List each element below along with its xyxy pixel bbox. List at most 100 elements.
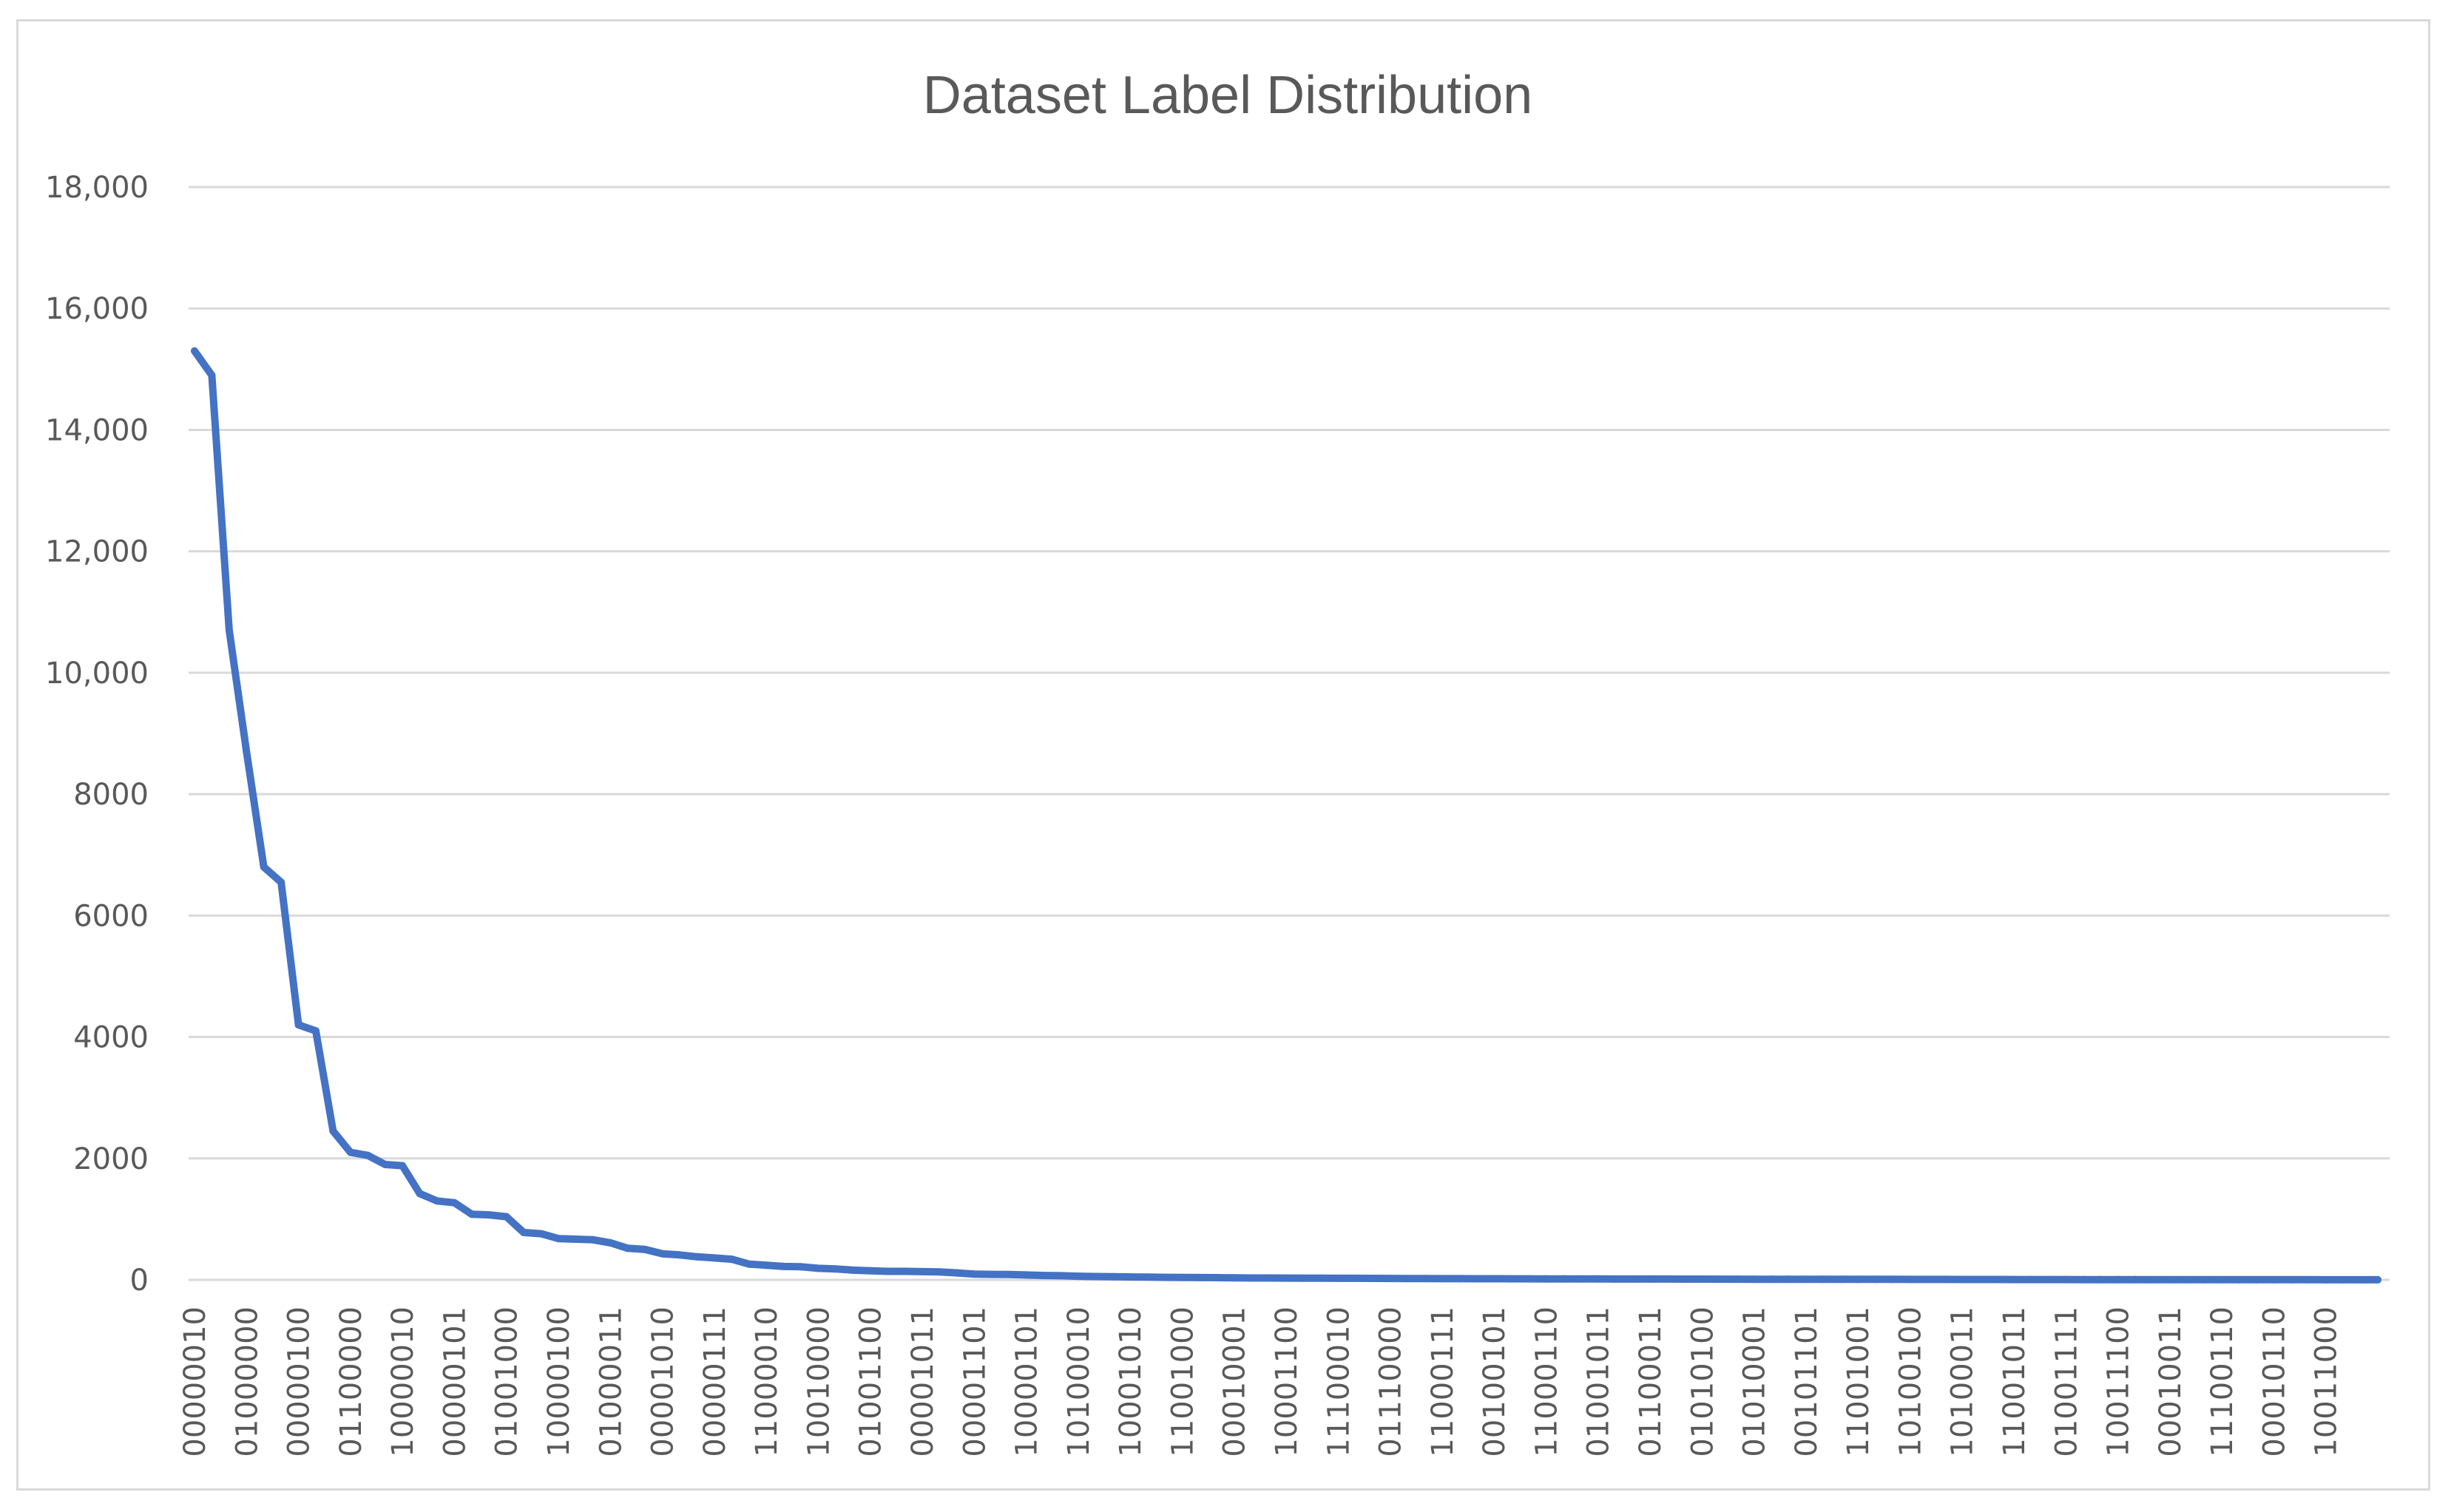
- data-point: [780, 1262, 788, 1270]
- data-point: [555, 1235, 562, 1243]
- data-point: [1248, 1274, 1256, 1282]
- data-point: [1663, 1275, 1671, 1283]
- x-tick-label: 01001111: [2049, 1306, 2083, 1457]
- data-point: [1612, 1275, 1620, 1283]
- data-point: [1213, 1274, 1221, 1282]
- x-tick-label: 10100100: [1893, 1306, 1927, 1457]
- data-point: [2097, 1275, 2105, 1284]
- data-point: [572, 1235, 580, 1243]
- data-point: [2131, 1275, 2139, 1284]
- x-tick-label: 00000100: [283, 1306, 317, 1457]
- data-point: [1421, 1275, 1429, 1283]
- series-layer: [191, 347, 2381, 1284]
- data-point: [2166, 1275, 2174, 1284]
- data-point: [1282, 1274, 1290, 1282]
- data-point: [763, 1261, 771, 1269]
- data-point: [1040, 1272, 1047, 1280]
- data-point: [1889, 1275, 1896, 1284]
- series-line: [191, 347, 2381, 1284]
- data-point: [797, 1263, 805, 1271]
- x-tick-label: 10011000: [2310, 1306, 2344, 1457]
- data-point: [1074, 1272, 1082, 1281]
- data-point: [866, 1267, 874, 1275]
- data-point: [191, 347, 198, 355]
- data-point: [987, 1270, 995, 1278]
- y-tick-label: 8000: [73, 778, 149, 812]
- x-tick-label: 11100010: [1322, 1306, 1356, 1457]
- data-point: [1941, 1275, 1949, 1284]
- data-point: [346, 1148, 354, 1156]
- y-tick-label: 4000: [73, 1021, 149, 1055]
- data-point: [1923, 1275, 1931, 1284]
- data-point: [919, 1267, 926, 1275]
- x-tick-label: 01001100: [854, 1306, 888, 1457]
- data-point: [1195, 1273, 1203, 1281]
- data-point: [537, 1230, 545, 1238]
- data-point: [641, 1245, 649, 1253]
- data-point: [1404, 1275, 1411, 1283]
- data-point: [433, 1197, 441, 1205]
- data-point: [329, 1127, 337, 1135]
- x-tick-label: 10001010: [1114, 1306, 1148, 1457]
- data-point: [2200, 1275, 2208, 1284]
- data-point: [260, 863, 268, 871]
- y-tick-label: 18,000: [45, 171, 149, 205]
- x-tick-label: 01001011: [1582, 1306, 1616, 1457]
- x-tick-label: 00001010: [646, 1306, 680, 1457]
- data-point: [1092, 1272, 1100, 1281]
- data-point: [381, 1160, 389, 1168]
- data-point: [2287, 1275, 2295, 1284]
- data-point: [1854, 1275, 1862, 1284]
- x-tick-label: 00010110: [2257, 1306, 2291, 1457]
- data-point: [1992, 1275, 2001, 1284]
- data-point: [399, 1162, 407, 1170]
- data-point: [1299, 1274, 1308, 1282]
- data-point: [814, 1264, 822, 1272]
- data-point: [1975, 1275, 1984, 1284]
- x-tick-label: 00001011: [906, 1306, 940, 1457]
- data-point: [2218, 1275, 2226, 1284]
- data-point: [1680, 1275, 1688, 1284]
- data-point: [2183, 1275, 2191, 1284]
- data-point: [901, 1267, 909, 1275]
- y-tick-label: 6000: [73, 899, 149, 933]
- data-point: [450, 1199, 459, 1207]
- x-tick-label: 10000100: [542, 1306, 576, 1457]
- x-tick-label: 10011100: [2102, 1306, 2136, 1457]
- line-chart: Dataset Label Distribution 0 2000 4000 6000…: [45, 66, 2390, 1457]
- x-tick-label: 01100011: [1634, 1306, 1668, 1457]
- gridlines: [189, 186, 2390, 1281]
- data-point: [485, 1211, 493, 1219]
- x-tick-label: 00010001: [1218, 1306, 1252, 1457]
- data-point: [2044, 1275, 2052, 1284]
- x-tick-label: 00101101: [1790, 1306, 1824, 1457]
- data-point: [1507, 1275, 1515, 1283]
- data-point: [658, 1250, 666, 1258]
- data-point: [1005, 1270, 1013, 1278]
- x-tick-label: 00010011: [2154, 1306, 2188, 1457]
- data-point: [1698, 1275, 1706, 1284]
- x-tick-label: 01000011: [594, 1306, 628, 1457]
- data-point: [225, 626, 233, 634]
- data-point: [710, 1254, 718, 1262]
- data-point: [520, 1228, 528, 1236]
- data-point: [1629, 1275, 1637, 1283]
- data-point: [294, 1021, 302, 1029]
- data-point: [2374, 1275, 2381, 1284]
- data-point: [676, 1251, 683, 1259]
- x-axis-tick-labels: 00000010 01000000 00000100 01100000 10000010…: [178, 1306, 2344, 1457]
- x-tick-label: 01000000: [230, 1306, 264, 1457]
- x-tick-label: 00000010: [178, 1306, 212, 1457]
- x-tick-label: 00000111: [698, 1306, 732, 1457]
- data-point: [1265, 1274, 1273, 1282]
- chart-frame: Dataset Label Distribution 0 2000 4000 6000…: [16, 19, 2430, 1491]
- y-tick-label: 0: [130, 1264, 149, 1298]
- data-point: [2027, 1275, 2035, 1284]
- x-tick-label: 01010100: [1686, 1306, 1720, 1457]
- data-point: [2235, 1275, 2243, 1284]
- x-tick-label: 11000110: [1529, 1306, 1563, 1457]
- x-tick-label: 10000010: [386, 1306, 420, 1457]
- x-tick-label: 01100000: [334, 1306, 368, 1457]
- x-tick-label: 00001101: [958, 1306, 992, 1457]
- data-point: [243, 747, 251, 756]
